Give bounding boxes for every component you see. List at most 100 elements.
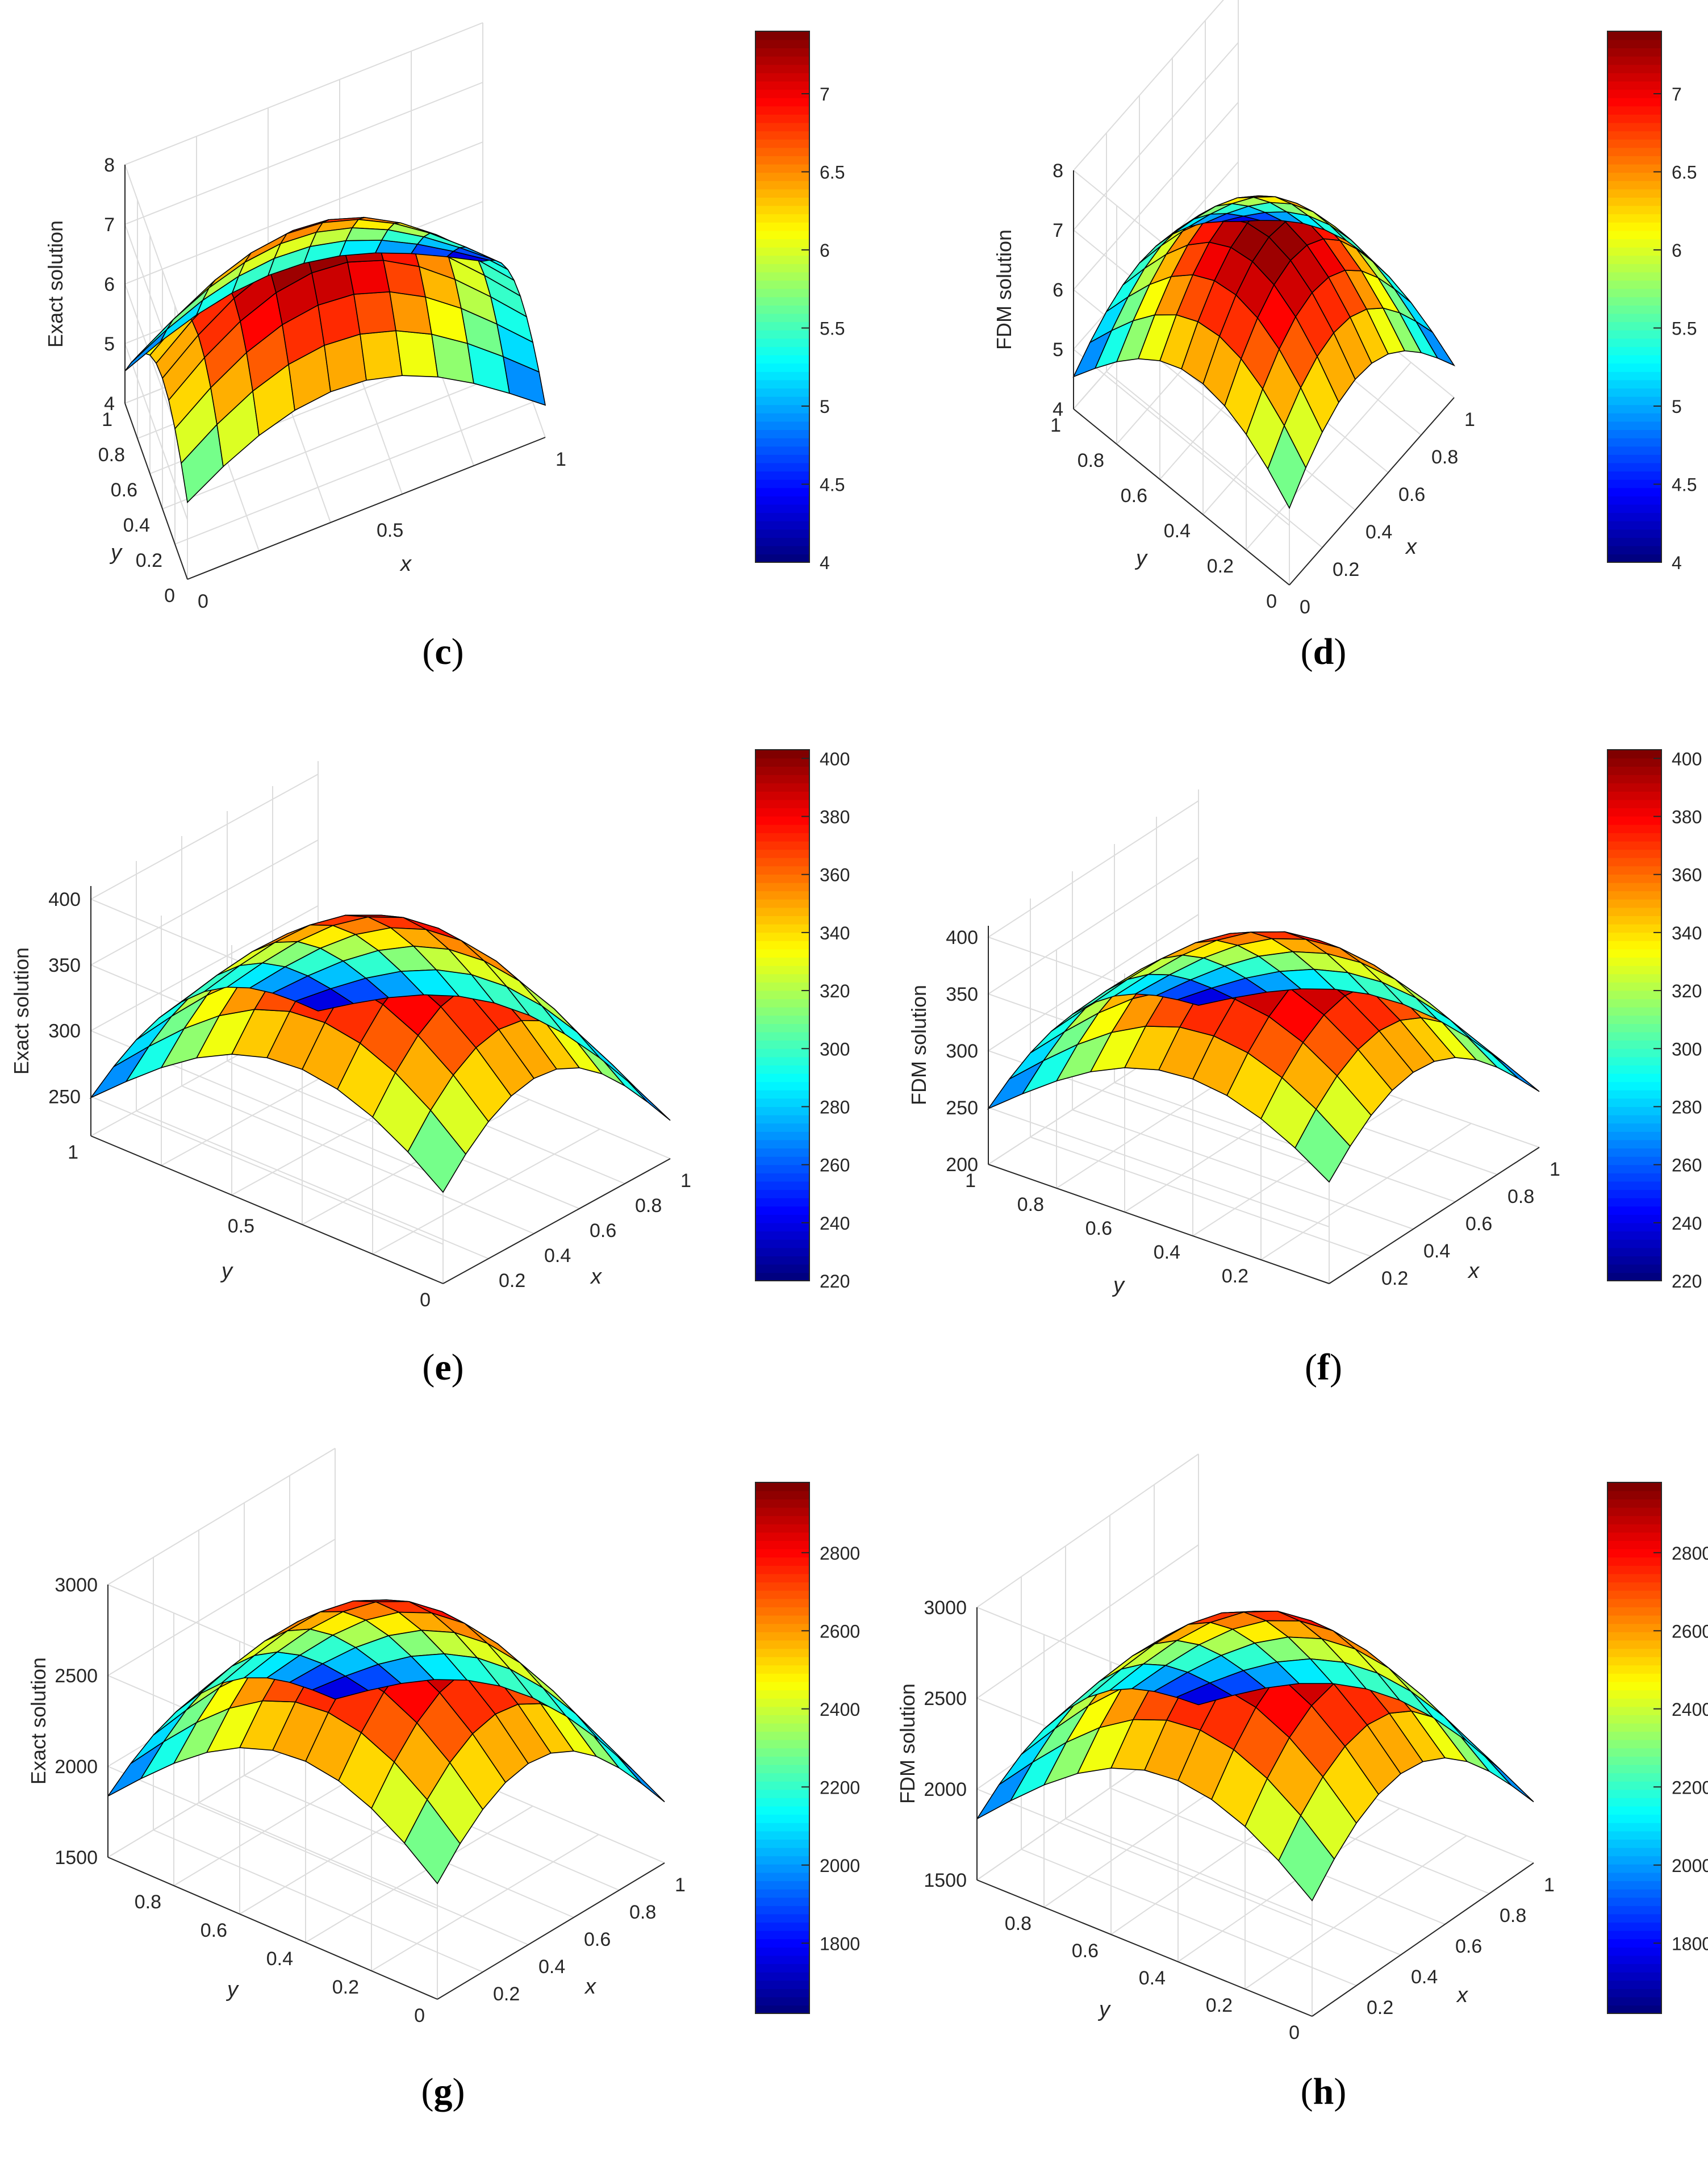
colorbar-segment [1607, 1114, 1661, 1124]
colorbar: 1800 2000 2200 2400 2600 2800 [755, 1482, 860, 2014]
surface-mesh [107, 1599, 665, 1884]
colorbar-segment [755, 1081, 809, 1090]
colorbar-segment [755, 321, 809, 331]
colorbar-segment [1607, 222, 1661, 231]
colorbar-segment [755, 1955, 809, 1965]
x-axis-label: x [584, 1975, 597, 1999]
colorbar-segment [1607, 529, 1661, 538]
x-tick-label: 0.6 [1455, 1936, 1482, 1957]
colorbar-segment [755, 1673, 809, 1682]
caption-paren-open: ( [1300, 631, 1313, 672]
colorbar-tick-label: 2600 [1672, 1621, 1708, 1641]
colorbar-segment [1607, 1582, 1661, 1591]
colorbar-segment [1607, 1106, 1661, 1115]
colorbar-tick-label: 280 [1672, 1097, 1702, 1117]
colorbar-segment [755, 1615, 809, 1624]
colorbar-segment [1607, 1256, 1661, 1265]
axes: 0.2 0.4 0.6 0.8 1 0 0.5 1 250 300 350 400 x y Exact so… [10, 886, 691, 1311]
z-tick-label: 8 [104, 154, 115, 176]
colorbar-segment [1607, 799, 1661, 809]
colorbar-segment [1607, 288, 1661, 298]
colorbar-tick-label: 1800 [1672, 1933, 1708, 1954]
caption-paren-open: ( [1300, 2071, 1313, 2112]
surface-mesh [124, 216, 546, 504]
x-tick-label: 1 [675, 1874, 686, 1896]
colorbar-segment [755, 841, 809, 850]
colorbar-segment [1607, 520, 1661, 530]
colorbar-segment [1607, 1189, 1661, 1198]
y-axis-line [90, 1135, 444, 1284]
colorbar-segment [1607, 1856, 1661, 1865]
y-tick-label: 0.2 [136, 550, 162, 571]
colorbar-segment [755, 1806, 809, 1815]
x-tick-label: 0.4 [1423, 1240, 1450, 1262]
surface-patch [1221, 215, 1260, 222]
panel-caption: (h) [1238, 2070, 1409, 2113]
colorbar-segment [755, 1996, 809, 2006]
panel-g: 0.2 0.4 0.6 0.8 1 0 0.2 0.4 0.6 0.8 1500 2000 2500 30… [17, 1448, 860, 2096]
colorbar-segment [1607, 1123, 1661, 1132]
colorbar-segment [755, 56, 809, 65]
colorbar-segment [1607, 437, 1661, 447]
colorbar-segment [1607, 766, 1661, 775]
colorbar-segment [755, 1231, 809, 1240]
colorbar-segment [1607, 1963, 1661, 1973]
surface-mesh [976, 1610, 1534, 1902]
colorbar-tick-label: 2000 [1672, 1856, 1708, 1876]
z-tick-label: 6 [1053, 279, 1063, 301]
colorbar-segment [1607, 957, 1661, 966]
x-axis-label: x [1456, 1983, 1469, 2007]
colorbar-tick-label: 6 [1672, 240, 1682, 261]
colorbar-segment [1607, 1839, 1661, 1848]
y-tick-label: 0.4 [123, 515, 150, 536]
colorbar-segment [1607, 882, 1661, 892]
z-tick-label: 1500 [55, 1847, 98, 1869]
colorbar-segment [1607, 1715, 1661, 1724]
colorbar-segment [755, 64, 809, 73]
colorbar-segment [1607, 1532, 1661, 1541]
surface-patch [446, 250, 490, 262]
colorbar-segment [1607, 774, 1661, 784]
z-tick-label: 200 [946, 1154, 978, 1176]
colorbar-tick-label: 260 [820, 1155, 850, 1176]
colorbar-segment [755, 271, 809, 281]
colorbar-tick-label: 360 [820, 865, 850, 885]
colorbar-segment [755, 1814, 809, 1823]
z-tick-label: 8 [1053, 160, 1063, 182]
colorbar-segment [755, 189, 809, 198]
panel-d: 0 0.2 0.4 0.6 0.8 1 0 0.2 0.4 0.6 0.8 1 4 5 6 7 8 x y FDM s… [869, 0, 1697, 647]
x-tick-label: 0.6 [590, 1220, 616, 1242]
colorbar-segment [755, 230, 809, 240]
colorbar-segment [755, 1214, 809, 1223]
colorbar-segment [1607, 64, 1661, 73]
colorbar-segment [1607, 379, 1661, 389]
colorbar-segment [1607, 264, 1661, 273]
colorbar-segment [755, 429, 809, 438]
colorbar-segment [755, 891, 809, 900]
x-axis-line [1329, 1147, 1540, 1284]
colorbar-segment [755, 81, 809, 90]
colorbar-segment [755, 1590, 809, 1599]
colorbar-segment [1607, 305, 1661, 314]
colorbar-tick-label: 380 [1672, 807, 1702, 828]
colorbar-segment [1607, 545, 1661, 555]
colorbar-segment [1607, 396, 1661, 406]
colorbar-segment [755, 924, 809, 933]
colorbar-segment [1607, 1557, 1661, 1566]
colorbar-segment [1607, 48, 1661, 57]
caption-paren-close: ) [451, 631, 464, 672]
colorbar-segment [755, 1872, 809, 1882]
colorbar-segment [755, 1971, 809, 1981]
colorbar-segment [755, 554, 809, 563]
colorbar-segment [1607, 1056, 1661, 1065]
colorbar-segment [1607, 239, 1661, 248]
colorbar-segment [1607, 1139, 1661, 1149]
surface-mesh [1072, 195, 1456, 509]
panel-caption: (g) [358, 2070, 528, 2113]
x-tick-label: 0.8 [635, 1195, 662, 1217]
colorbar-segment [755, 296, 809, 306]
colorbar-segment [755, 1131, 809, 1140]
x-axis-label: x [1467, 1259, 1480, 1283]
